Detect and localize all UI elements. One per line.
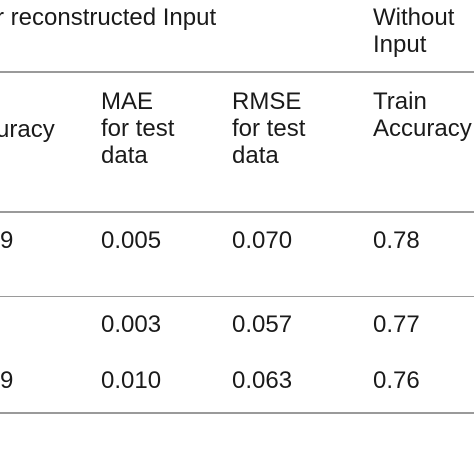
table-bottom-border [0, 412, 474, 414]
col-header-mae-line1: MAE [101, 88, 154, 115]
row1-mae: 0.005 [101, 227, 162, 254]
col-header-train-line1: Train [373, 88, 427, 115]
col-header-train-line2: Accuracy [373, 115, 472, 142]
row3-rmse: 0.063 [232, 367, 293, 394]
row3-train: 0.76 [373, 367, 420, 394]
row1-train: 0.78 [373, 227, 420, 254]
row-divider-1 [0, 296, 474, 297]
col-header-accuracy-partial: uracy [0, 116, 55, 143]
col-header-rmse-line1: RMSE [232, 88, 302, 115]
row3-mae: 0.010 [101, 367, 162, 394]
row1-rmse: 0.070 [232, 227, 293, 254]
row2-rmse: 0.057 [232, 311, 293, 338]
column-header-divider [0, 211, 474, 213]
col-header-rmse-line3: data [232, 142, 279, 169]
row2-train: 0.77 [373, 311, 420, 338]
row3-col0: 9 [0, 367, 14, 394]
group-header-without-line1: Without [373, 4, 455, 31]
col-header-mae-line3: data [101, 142, 148, 169]
row2-mae: 0.003 [101, 311, 162, 338]
group-header-reconstructed: r reconstructed Input [0, 4, 217, 31]
col-header-rmse-line2: for test [232, 115, 306, 142]
col-header-mae-line2: for test [101, 115, 175, 142]
row1-col0: 9 [0, 227, 14, 254]
group-header-without-line2: Input [373, 31, 427, 58]
header-divider [0, 71, 474, 73]
